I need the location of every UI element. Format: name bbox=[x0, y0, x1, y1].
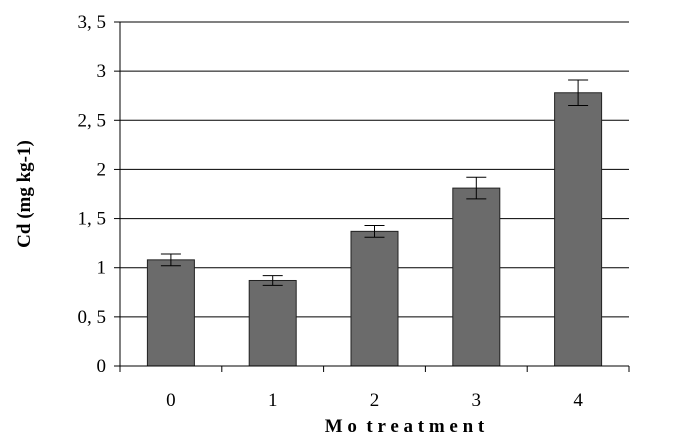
y-tick-label: 1 bbox=[97, 258, 107, 279]
x-axis-ticks: 0 1 2 3 4 bbox=[119, 366, 630, 411]
bar-2 bbox=[350, 230, 399, 367]
bar-3 bbox=[452, 187, 501, 367]
y-tick-label: 2, 5 bbox=[78, 110, 107, 131]
bar-0 bbox=[146, 259, 195, 367]
y-tick-label: 3, 5 bbox=[78, 12, 107, 33]
x-axis-title: M o t r e a t m e n t bbox=[325, 416, 485, 437]
x-tick-label: 3 bbox=[472, 390, 482, 411]
bars bbox=[146, 92, 603, 367]
bar-1 bbox=[248, 279, 297, 367]
y-tick-label: 3 bbox=[97, 61, 107, 82]
x-tick-label: 4 bbox=[573, 390, 583, 411]
y-tick-label: 0, 5 bbox=[78, 307, 107, 328]
gridlines bbox=[120, 21, 629, 318]
y-axis-ticks: 0 0, 5 1 1, 5 2 2, 5 3 3, 5 bbox=[78, 12, 120, 377]
x-tick-label: 2 bbox=[370, 390, 380, 411]
x-tick-label: 0 bbox=[166, 390, 176, 411]
error-bars bbox=[160, 79, 589, 286]
y-tick-label: 2 bbox=[97, 159, 107, 180]
y-tick-label: 1, 5 bbox=[78, 209, 107, 230]
y-axis-title: Cd (mg kg-1) bbox=[14, 140, 35, 248]
x-tick-label: 1 bbox=[268, 390, 278, 411]
y-tick-label: 0 bbox=[97, 356, 107, 377]
bar-4 bbox=[554, 92, 603, 367]
